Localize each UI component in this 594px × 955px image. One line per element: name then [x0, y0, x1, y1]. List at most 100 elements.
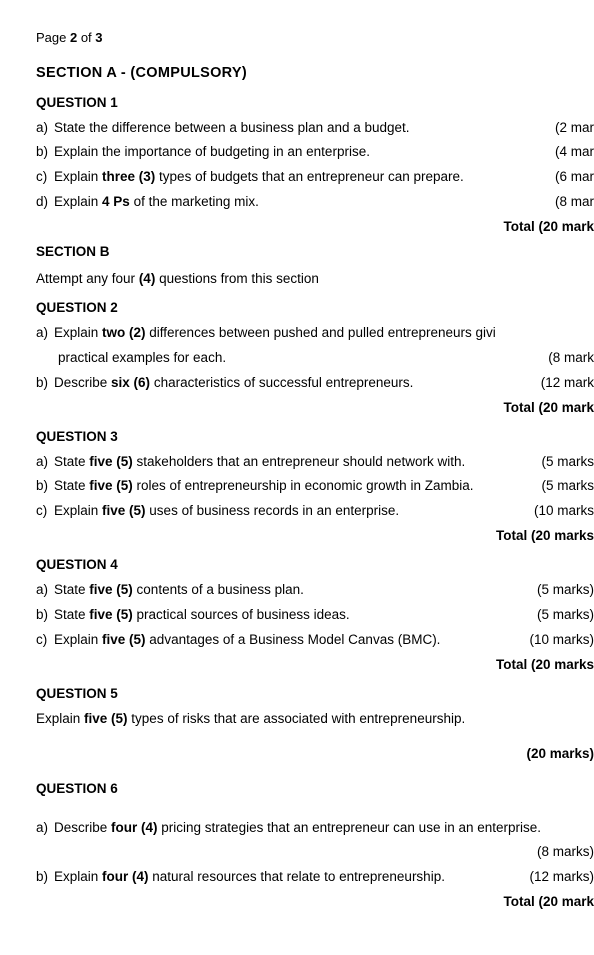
q1-a-marks: (2 mar [555, 118, 594, 139]
page-of: of [77, 30, 95, 45]
q1-a-text: a)State the difference between a busines… [36, 118, 555, 139]
q2-a-line2-row: practical examples for each. (8 mark [36, 348, 594, 369]
q3-b-bold: five (5) [89, 478, 133, 493]
q5-marks-row: (20 marks) [36, 744, 594, 765]
q1-b-lead: b) [36, 142, 54, 163]
q3-c-text: c)Explain five (5) uses of business reco… [36, 501, 534, 522]
q4-b-lead: b) [36, 605, 54, 626]
q2-total-row: Total (20 mark [36, 398, 594, 419]
q3-c-marks: (10 marks [534, 501, 594, 522]
question-6-label: QUESTION 6 [36, 779, 594, 800]
q1-d-t2: of the marketing mix. [130, 194, 259, 209]
q4-a-marks: (5 marks) [537, 580, 594, 601]
q5-a-text: Explain five (5) types of risks that are… [36, 709, 594, 730]
page-number: Page 2 of 3 [36, 28, 594, 48]
q6-a-marks-row: (8 marks) [36, 842, 594, 863]
q5-a-row: Explain five (5) types of risks that are… [36, 709, 594, 730]
q2-b-t1: Describe [54, 375, 111, 390]
q3-total-row: Total (20 marks [36, 526, 594, 547]
q6-a-marks: (8 marks) [537, 842, 594, 863]
q1-d-bold: 4 Ps [102, 194, 130, 209]
q3-b-lead: b) [36, 476, 54, 497]
q3-b-t1: State [54, 478, 89, 493]
q3-c-row: c)Explain five (5) uses of business reco… [36, 501, 594, 522]
q1-c-lead: c) [36, 167, 54, 188]
q4-c-row: c)Explain five (5) advantages of a Busin… [36, 630, 594, 651]
q4-b-marks: (5 marks) [537, 605, 594, 626]
question-2-label: QUESTION 2 [36, 298, 594, 319]
q4-c-lead: c) [36, 630, 54, 651]
q2-a-text: a)Explain two (2) differences between pu… [36, 323, 594, 344]
q1-b-text: b)Explain the importance of budgeting in… [36, 142, 555, 163]
page-total: 3 [95, 30, 102, 45]
q3-b-row: b)State five (5) roles of entrepreneursh… [36, 476, 594, 497]
q6-total: Total (20 mark [503, 892, 594, 913]
q2-b-bold: six (6) [111, 375, 150, 390]
q3-c-lead: c) [36, 501, 54, 522]
q3-a-t2: stakeholders that an entrepreneur should… [133, 454, 465, 469]
q4-c-marks: (10 marks) [529, 630, 594, 651]
q4-c-text: c)Explain five (5) advantages of a Busin… [36, 630, 529, 651]
q4-c-t2: advantages of a Business Model Canvas (B… [146, 632, 441, 647]
q4-a-bold: five (5) [89, 582, 133, 597]
section-b-instruction: Attempt any four (4) questions from this… [36, 269, 594, 290]
page-prefix: Page [36, 30, 70, 45]
q2-a-t1: Explain [54, 325, 102, 340]
q1-c-row: c)Explain three (3) types of budgets tha… [36, 167, 594, 188]
question-5-label: QUESTION 5 [36, 684, 594, 705]
q4-c-bold: five (5) [102, 632, 146, 647]
q3-a-row: a)State five (5) stakeholders that an en… [36, 452, 594, 473]
q5-a-t1: Explain [36, 711, 84, 726]
q6-a-bold: four (4) [111, 820, 158, 835]
q1-a-lead: a) [36, 118, 54, 139]
q1-d-t1: Explain [54, 194, 102, 209]
q3-b-marks: (5 marks [541, 476, 594, 497]
q4-total-row: Total (20 marks [36, 655, 594, 676]
instr-bold: (4) [139, 271, 156, 286]
q1-d-marks: (8 mar [555, 192, 594, 213]
q2-b-row: b)Describe six (6) characteristics of su… [36, 373, 594, 394]
q3-total: Total (20 marks [496, 526, 594, 547]
q6-a-row: a)Describe four (4) pricing strategies t… [36, 818, 594, 839]
q2-a-marks: (8 mark [548, 348, 594, 369]
q2-a-bold: two (2) [102, 325, 146, 340]
q6-a-text: a)Describe four (4) pricing strategies t… [36, 818, 594, 839]
section-b-heading: SECTION B [36, 242, 594, 263]
q3-b-text: b)State five (5) roles of entrepreneursh… [36, 476, 541, 497]
q1-c-bold: three (3) [102, 169, 155, 184]
q3-a-t1: State [54, 454, 89, 469]
q6-b-lead: b) [36, 867, 54, 888]
q4-b-row: b)State five (5) practical sources of bu… [36, 605, 594, 626]
q3-c-t1: Explain [54, 503, 102, 518]
q2-b-text: b)Describe six (6) characteristics of su… [36, 373, 541, 394]
q6-total-row: Total (20 mark [36, 892, 594, 913]
spacer [36, 804, 594, 814]
q1-c-text: c)Explain three (3) types of budgets tha… [36, 167, 555, 188]
q6-b-bold: four (4) [102, 869, 149, 884]
q2-a-lead: a) [36, 323, 54, 344]
q4-b-text: b)State five (5) practical sources of bu… [36, 605, 537, 626]
q4-a-t2: contents of a business plan. [133, 582, 304, 597]
q4-total: Total (20 marks [496, 655, 594, 676]
instr-t2: questions from this section [155, 271, 319, 286]
q1-c-marks: (6 mar [555, 167, 594, 188]
q4-a-lead: a) [36, 580, 54, 601]
question-4-label: QUESTION 4 [36, 555, 594, 576]
q4-b-bold: five (5) [89, 607, 133, 622]
section-a-heading: SECTION A - (COMPULSORY) [36, 62, 594, 84]
q6-b-row: b)Explain four (4) natural resources tha… [36, 867, 594, 888]
q1-d-lead: d) [36, 192, 54, 213]
q5-marks: (20 marks) [526, 744, 594, 765]
q1-total: Total (20 mark [503, 217, 594, 238]
q2-a-t2: differences between pushed and pulled en… [146, 325, 496, 340]
q4-b-t1: State [54, 607, 89, 622]
q4-a-row: a)State five (5) contents of a business … [36, 580, 594, 601]
q1-total-row: Total (20 mark [36, 217, 594, 238]
q2-b-marks: (12 mark [541, 373, 594, 394]
q3-a-text: a)State five (5) stakeholders that an en… [36, 452, 541, 473]
question-3-label: QUESTION 3 [36, 427, 594, 448]
q2-b-t2: characteristics of successful entreprene… [150, 375, 413, 390]
q3-a-lead: a) [36, 452, 54, 473]
q6-b-text: b)Explain four (4) natural resources tha… [36, 867, 529, 888]
q2-a-row: a)Explain two (2) differences between pu… [36, 323, 594, 344]
